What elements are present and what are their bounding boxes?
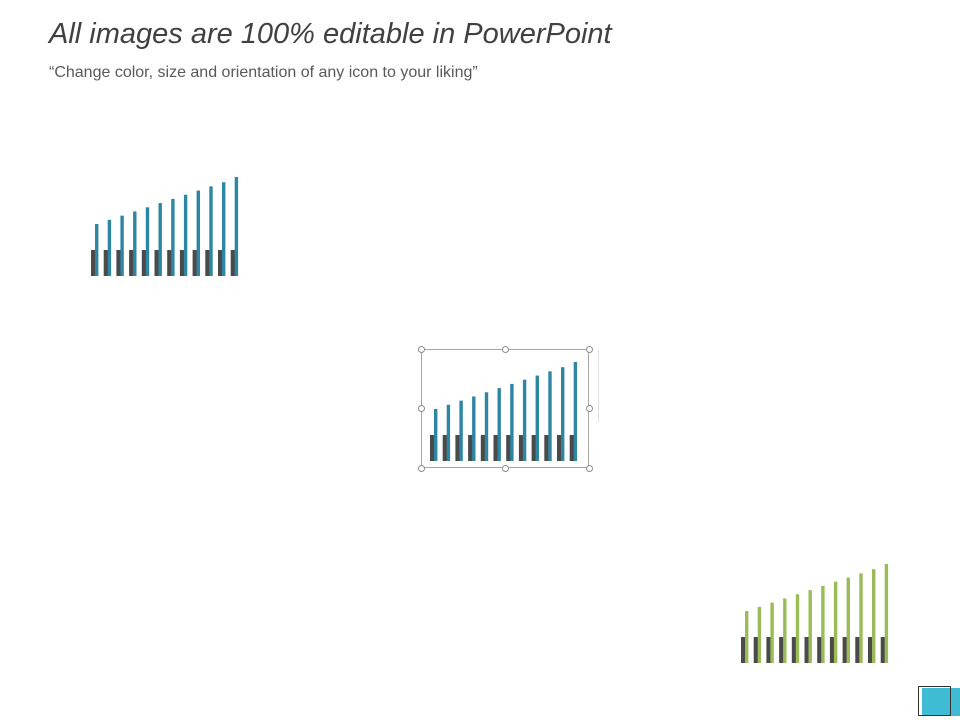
icon-base-bar — [791, 637, 798, 663]
icon-rising-bar — [770, 602, 774, 663]
resize-handle[interactable] — [585, 345, 593, 353]
bar-chart-icon[interactable] — [740, 564, 892, 664]
corner-frame — [918, 686, 951, 716]
icon-base-bar — [141, 250, 148, 276]
icon-base-bar — [129, 250, 136, 276]
resize-handle[interactable] — [501, 345, 509, 353]
icon-rising-bar — [107, 219, 112, 276]
icon-base-bar — [753, 637, 760, 663]
icon-base-bar — [116, 250, 123, 276]
icon-rising-bar — [548, 371, 552, 461]
icon-rising-bar — [535, 375, 539, 461]
icon-rising-bar — [795, 594, 800, 663]
icon-rising-bar — [120, 215, 124, 276]
icon-rising-bar — [884, 564, 889, 663]
icon-base-bar — [218, 250, 224, 276]
icon-rising-bar — [158, 203, 162, 276]
icon-base-bar — [531, 435, 538, 461]
icon-base-bar — [829, 637, 836, 663]
icon-rising-bar — [745, 611, 749, 663]
icon-base-bar — [103, 250, 110, 276]
icon-base-bar — [544, 435, 551, 461]
icon-base-bar — [506, 435, 513, 461]
icon-base-bar — [179, 250, 186, 276]
icon-base-bar — [855, 637, 862, 663]
icon-rising-bar — [757, 606, 762, 663]
icon-rising-bar — [171, 198, 175, 276]
icon-rising-bar — [497, 388, 501, 461]
icon-base-bar — [569, 435, 576, 461]
icon-rising-bar — [459, 400, 463, 461]
icon-base-bar — [430, 435, 436, 461]
icon-base-bar — [480, 435, 487, 461]
icon-rising-bar — [145, 207, 150, 276]
icon-base-bar — [842, 637, 849, 663]
icon-rising-bar — [783, 598, 787, 663]
icon-base-bar — [192, 250, 199, 276]
icon-base-bar — [741, 637, 747, 663]
slide-title: All images are 100% editable in PowerPoi… — [49, 18, 612, 50]
icon-rising-bar — [183, 194, 188, 276]
resize-handle[interactable] — [585, 404, 593, 412]
icon-rising-bar — [234, 177, 239, 276]
icon-base-bar — [468, 435, 475, 461]
icon-rising-bar — [510, 383, 514, 461]
icon-base-bar — [557, 435, 563, 461]
icon-base-bar — [518, 435, 525, 461]
icon-base-bar — [167, 250, 174, 276]
icon-rising-bar — [222, 182, 226, 276]
icon-rising-bar — [833, 581, 838, 663]
icon-base-bar — [817, 637, 824, 663]
icon-rising-bar — [472, 396, 476, 461]
icon-base-bar — [205, 250, 212, 276]
icon-base-bar — [868, 637, 874, 663]
icon-rising-bar — [561, 367, 565, 461]
bar-chart-icon[interactable] — [429, 362, 581, 462]
slide-subtitle: “Change color, size and orientation of a… — [49, 64, 478, 81]
icon-base-bar — [880, 637, 887, 663]
icon-rising-bar — [484, 392, 489, 461]
corner-decoration — [918, 686, 960, 720]
icon-rising-bar — [434, 409, 438, 461]
icon-rising-bar — [522, 379, 527, 461]
icon-rising-bar — [808, 590, 812, 663]
corner-fill — [922, 688, 960, 716]
icon-base-bar — [766, 637, 773, 663]
icon-base-bar — [779, 637, 786, 663]
resize-handle[interactable] — [501, 464, 509, 472]
icon-base-bar — [442, 435, 449, 461]
icon-base-bar — [230, 250, 237, 276]
icon-base-bar — [493, 435, 500, 461]
resize-handle[interactable] — [585, 464, 593, 472]
icon-rising-bar — [859, 573, 863, 663]
icon-rising-bar — [196, 190, 200, 276]
icon-rising-bar — [821, 585, 825, 663]
icon-base-bar — [455, 435, 462, 461]
icon-rising-bar — [95, 224, 99, 276]
bar-chart-icon[interactable] — [90, 177, 242, 277]
icon-base-bar — [154, 250, 161, 276]
icon-rising-bar — [846, 577, 850, 663]
selection-ghost-line — [598, 350, 599, 422]
icon-base-bar — [804, 637, 811, 663]
icon-rising-bar — [209, 186, 213, 276]
resize-handle[interactable] — [417, 464, 425, 472]
icon-rising-bar — [573, 362, 578, 461]
icon-rising-bar — [446, 404, 451, 461]
icon-rising-bar — [133, 211, 137, 276]
resize-handle[interactable] — [417, 345, 425, 353]
icon-rising-bar — [872, 569, 876, 663]
resize-handle[interactable] — [417, 404, 425, 412]
icon-base-bar — [91, 250, 97, 276]
